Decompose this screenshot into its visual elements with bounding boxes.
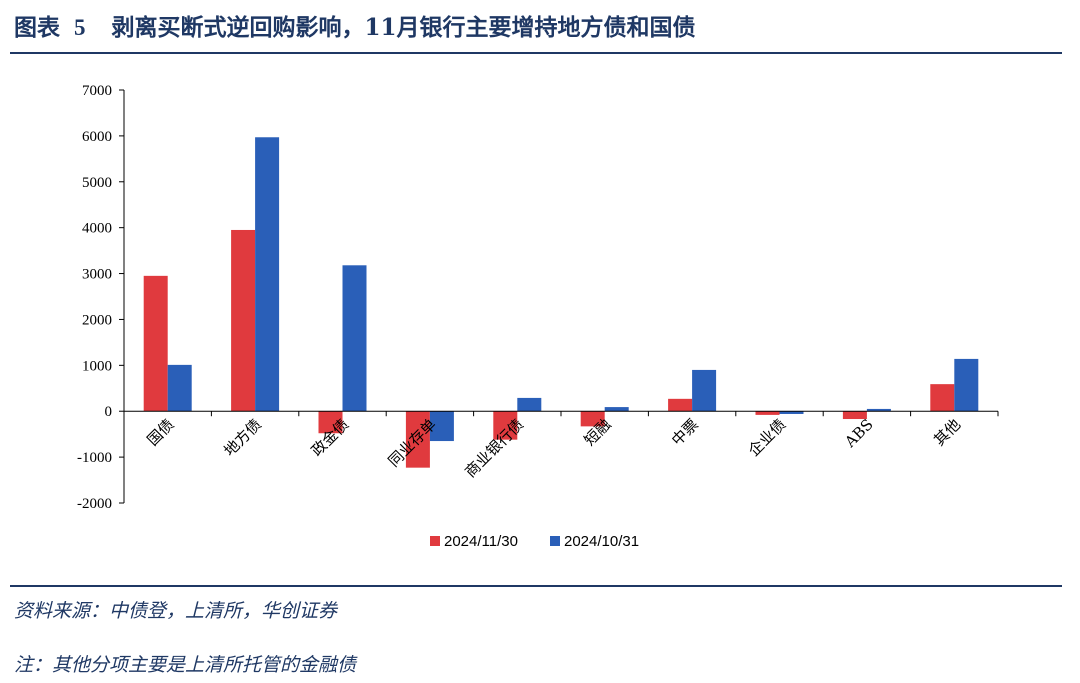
y-tick-label: -2000 bbox=[77, 496, 112, 512]
legend-label: 2024/10/31 bbox=[564, 533, 639, 550]
x-category-label: 国债 bbox=[144, 415, 178, 449]
bar-nov bbox=[668, 398, 693, 412]
chart-title: 图表 5 剥离买断式逆回购影响，11月银行主要增持地方债和国债 bbox=[14, 8, 696, 42]
y-tick-label: -1000 bbox=[77, 450, 112, 466]
y-tick-label: 7000 bbox=[82, 83, 112, 99]
bar-oct bbox=[342, 265, 367, 412]
y-tick-label: 6000 bbox=[82, 129, 112, 145]
bar-oct bbox=[866, 408, 891, 412]
bar-nov bbox=[493, 411, 518, 440]
legend-label: 2024/11/30 bbox=[444, 533, 518, 550]
x-category-label: ABS bbox=[841, 415, 877, 451]
bar-oct bbox=[692, 369, 717, 412]
top-divider bbox=[10, 52, 1062, 54]
bar-chart: -2000 -1000 0 1000 2000 3000 4000 5000 6000 7000 国… bbox=[77, 83, 999, 550]
x-category-label: 企业债 bbox=[745, 415, 790, 460]
bar-oct bbox=[167, 364, 192, 412]
bar-nov bbox=[842, 411, 867, 420]
y-tick-label: 2000 bbox=[82, 312, 112, 328]
source-note: 资料来源：中债登，上清所，华创证券 bbox=[14, 600, 338, 622]
figure-title: 剥离买断式逆回购影响，11月银行主要增持地方债和国债 bbox=[111, 14, 696, 41]
legend-swatch bbox=[430, 536, 440, 546]
bar-nov bbox=[143, 275, 168, 412]
bar-nov bbox=[231, 229, 256, 412]
figure-number: 5 bbox=[74, 15, 86, 40]
bar-oct bbox=[429, 411, 454, 442]
y-tick-label: 5000 bbox=[82, 175, 112, 191]
x-category-label: 其他 bbox=[930, 415, 964, 449]
bar-nov bbox=[930, 384, 955, 412]
bottom-divider bbox=[10, 585, 1062, 587]
bar-oct bbox=[954, 358, 979, 412]
bar-nov bbox=[580, 411, 605, 427]
bar-oct bbox=[517, 397, 542, 412]
figure-label: 图表 bbox=[14, 14, 60, 41]
bar-oct bbox=[604, 407, 629, 412]
y-tick-label: 4000 bbox=[82, 221, 112, 237]
y-tick-label: 0 bbox=[105, 404, 113, 420]
y-tick-label: 3000 bbox=[82, 267, 112, 283]
x-category-label: 中票 bbox=[668, 415, 702, 449]
legend-swatch bbox=[550, 536, 560, 546]
bar-nov bbox=[318, 411, 343, 434]
bar-nov bbox=[755, 411, 780, 415]
y-tick-label: 1000 bbox=[82, 358, 112, 374]
x-category-label: 地方债 bbox=[220, 415, 265, 460]
bar-nov bbox=[405, 411, 430, 468]
footnote: 注：其他分项主要是上清所托管的金融债 bbox=[14, 654, 357, 676]
bar-oct bbox=[779, 411, 804, 414]
bar-oct bbox=[255, 137, 280, 412]
